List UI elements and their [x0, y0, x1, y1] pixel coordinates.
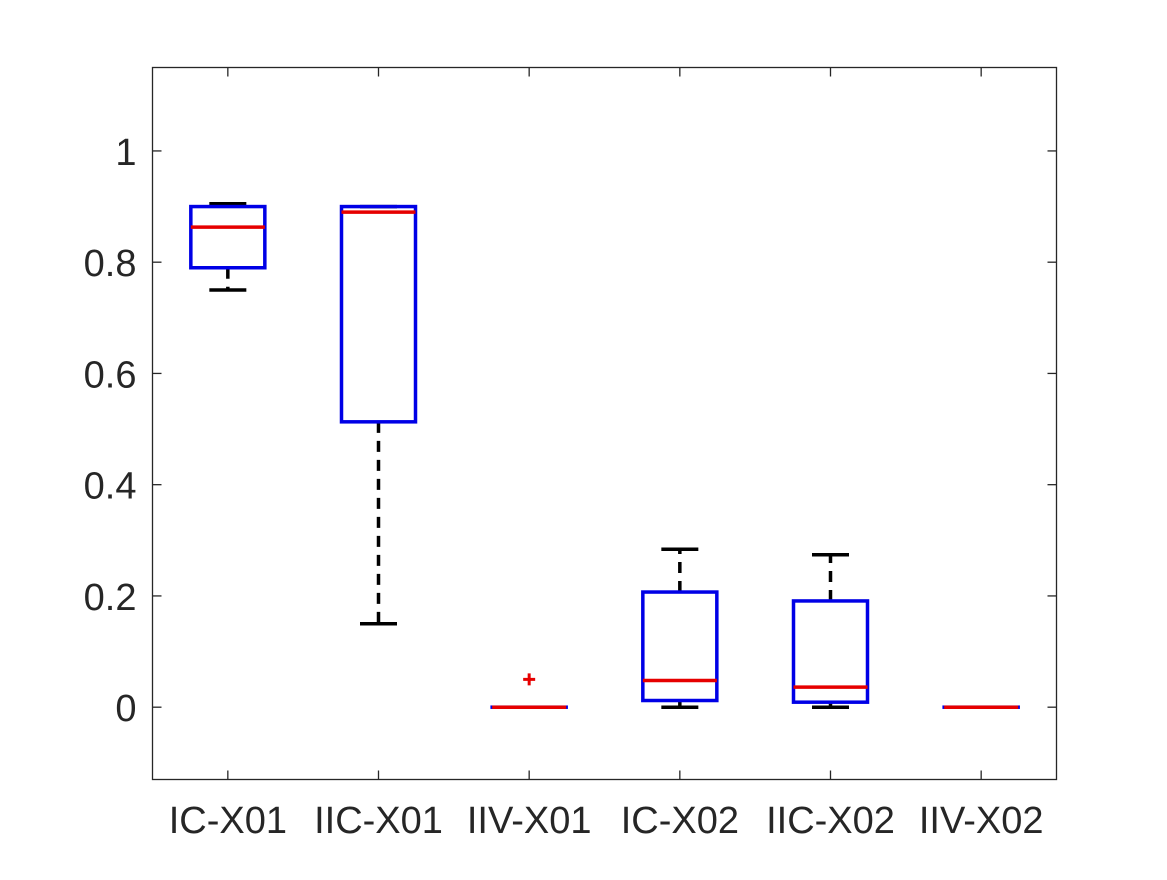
x-tick-label: IC-X02: [621, 800, 739, 842]
x-tick-label: IC-X01: [169, 800, 287, 842]
y-tick-labels: 0 0.2 0.4 0.6 0.8 1: [84, 132, 137, 730]
x-tick-label: IIC-X02: [766, 800, 895, 842]
y-tick-label: 0: [115, 688, 136, 730]
plot-area-frame: [153, 68, 1057, 780]
x-tick-label: IIV-X02: [919, 800, 1044, 842]
y-tick-label: 0.4: [84, 466, 137, 508]
x-tick-label: IIV-X01: [467, 800, 592, 842]
x-tick-label: IIC-X01: [314, 800, 443, 842]
y-tick-label: 0.2: [84, 577, 137, 619]
y-tick-label: 0.6: [84, 354, 137, 396]
y-tick-label: 0.8: [84, 243, 137, 285]
y-tick-label: 1: [115, 132, 136, 174]
x-tick-labels: IC-X01 IIC-X01 IIV-X01 IC-X02 IIC-X02 IIV-X02: [169, 800, 1044, 842]
